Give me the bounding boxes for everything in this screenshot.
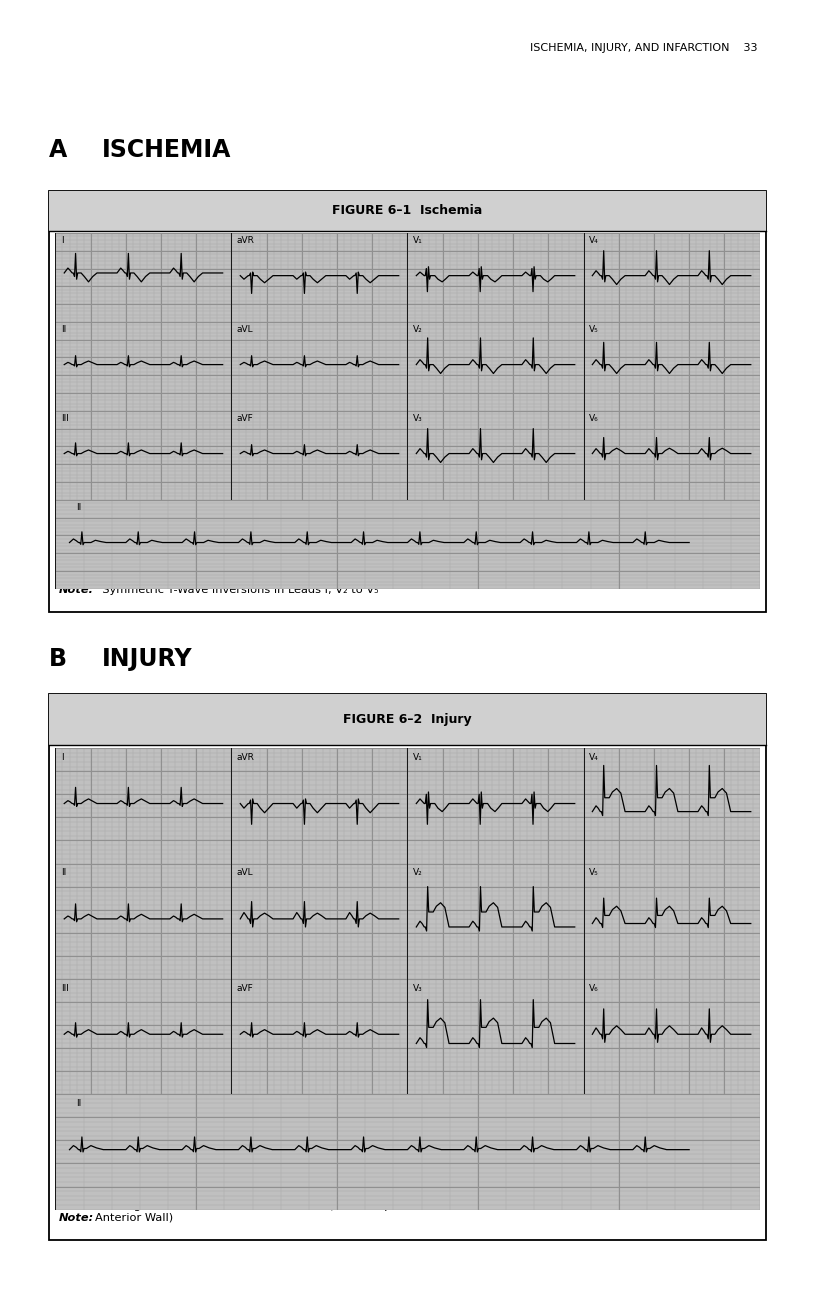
Text: INJURY: INJURY — [102, 647, 192, 671]
Text: FIGURE 6–1  Ischemia: FIGURE 6–1 Ischemia — [333, 204, 482, 217]
Text: V₆: V₆ — [588, 415, 598, 424]
Bar — [49, 694, 766, 1240]
Text: FIGURE 6–2  Injury: FIGURE 6–2 Injury — [343, 713, 472, 726]
Text: B: B — [49, 647, 67, 671]
Bar — [49, 191, 766, 230]
Text: II: II — [60, 325, 66, 334]
Text: II: II — [60, 869, 66, 878]
Text: V₄: V₄ — [588, 237, 598, 246]
Text: V₄: V₄ — [588, 753, 598, 762]
Text: aVF: aVF — [236, 983, 253, 992]
Text: aVR: aVR — [236, 237, 254, 246]
Text: II: II — [77, 504, 82, 512]
Text: V₁: V₁ — [412, 753, 422, 762]
Text: aVR: aVR — [236, 753, 254, 762]
Bar — [49, 191, 766, 612]
Text: V₂: V₂ — [412, 325, 422, 334]
Text: I: I — [60, 237, 64, 246]
Text: III: III — [60, 415, 68, 424]
Text: Note:: Note: — [59, 1212, 94, 1223]
Text: V₂: V₂ — [412, 869, 422, 878]
Text: V₃: V₃ — [412, 983, 422, 992]
Text: V₃: V₃ — [412, 415, 422, 424]
Text: ST-Segment Elevation in Leads V₂ to V₃ (Anteroseptal/
Anterior Wall): ST-Segment Elevation in Leads V₂ to V₃ (… — [95, 1202, 410, 1223]
Text: II: II — [77, 1099, 82, 1108]
Text: V₁: V₁ — [412, 237, 422, 246]
Text: aVL: aVL — [236, 869, 253, 878]
Text: ISCHEMIA: ISCHEMIA — [102, 138, 231, 162]
Text: III: III — [60, 983, 68, 992]
Text: aVL: aVL — [236, 325, 253, 334]
Text: V₆: V₆ — [588, 983, 598, 992]
Text: A: A — [49, 138, 67, 162]
Text: Note:: Note: — [59, 584, 94, 595]
Text: I: I — [60, 753, 64, 762]
Text: V₅: V₅ — [588, 869, 598, 878]
Bar — [49, 694, 766, 745]
Text: aVF: aVF — [236, 415, 253, 424]
Text: ISCHEMIA, INJURY, AND INFARCTION    33: ISCHEMIA, INJURY, AND INFARCTION 33 — [531, 43, 758, 54]
Text: V₅: V₅ — [588, 325, 598, 334]
Text: Symmetric T-Wave Inversions in Leads I, V₂ to V₅: Symmetric T-Wave Inversions in Leads I, … — [95, 584, 378, 595]
